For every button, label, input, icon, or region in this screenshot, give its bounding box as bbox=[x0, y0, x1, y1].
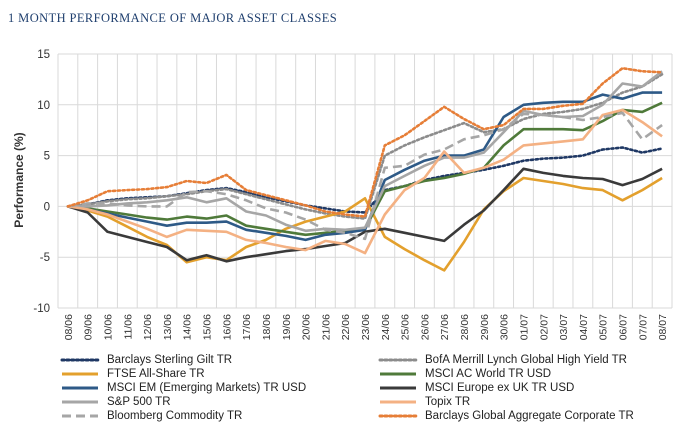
series-line bbox=[66, 66, 664, 218]
legend-item: Barclays Sterling Gilt TR bbox=[60, 353, 232, 367]
x-tick-label: 03/07 bbox=[558, 314, 570, 340]
legend-item: BofA Merrill Lynch Global High Yield TR bbox=[378, 353, 627, 367]
legend-swatch bbox=[380, 400, 416, 404]
legend-label: Bloomberg Commodity TR bbox=[107, 410, 243, 422]
y-tick-label: 5 bbox=[44, 151, 50, 163]
legend-label: S&P 500 TR bbox=[107, 396, 171, 408]
x-tick-label: 24/06 bbox=[380, 314, 392, 340]
legend-swatch bbox=[62, 386, 98, 390]
x-tick-label: 12/06 bbox=[142, 314, 154, 340]
legend-swatch bbox=[60, 358, 100, 362]
x-tick-label: 15/06 bbox=[202, 314, 214, 340]
legend-item: MSCI Europe ex UK TR USD bbox=[378, 381, 574, 395]
series-line bbox=[67, 91, 663, 242]
x-tick-label: 27/06 bbox=[439, 314, 451, 340]
legend-label: Barclays Sterling Gilt TR bbox=[107, 354, 233, 366]
x-tick-label: 06/07 bbox=[617, 314, 629, 340]
x-tick-label: 19/06 bbox=[281, 314, 293, 340]
x-tick-label: 23/06 bbox=[360, 314, 372, 340]
legend-item: Bloomberg Commodity TR bbox=[60, 409, 242, 423]
x-tick-label: 22/06 bbox=[340, 314, 352, 340]
legend-swatch bbox=[380, 372, 416, 376]
y-tick-label: -5 bbox=[40, 252, 50, 264]
x-axis: 08/06 09/06 10/06 11/06 12/06 13/06 14/06 15/06… bbox=[63, 314, 669, 340]
x-tick-label: 14/06 bbox=[182, 314, 194, 340]
legend-label: MSCI AC World TR USD bbox=[425, 368, 552, 380]
x-tick-label: 07/07 bbox=[637, 314, 649, 340]
x-tick-label: 21/06 bbox=[320, 314, 332, 340]
series-group bbox=[66, 66, 664, 272]
x-tick-label: 01/07 bbox=[518, 314, 530, 340]
x-tick-label: 05/07 bbox=[598, 314, 610, 340]
chart-title: 1 MONTH PERFORMANCE OF MAJOR ASSET CLASS… bbox=[8, 11, 338, 25]
x-tick-label: 20/06 bbox=[301, 314, 313, 340]
legend-item: Barclays Global Aggregate Corporate TR bbox=[378, 409, 634, 423]
y-axis-label: Performance (%) bbox=[12, 132, 26, 227]
x-tick-label: 10/06 bbox=[103, 314, 115, 340]
x-tick-label: 29/06 bbox=[479, 314, 491, 340]
series-line bbox=[67, 176, 663, 272]
y-tick-label: 10 bbox=[37, 100, 50, 112]
x-tick-label: 25/06 bbox=[400, 314, 412, 340]
y-tick-label: 15 bbox=[37, 49, 50, 61]
x-tick-label: 17/06 bbox=[241, 314, 253, 340]
series-line bbox=[66, 73, 664, 220]
legend-item: FTSE All-Share TR bbox=[60, 367, 205, 381]
legend-swatch bbox=[62, 414, 98, 418]
legend-swatch bbox=[378, 358, 418, 362]
x-tick-label: 11/06 bbox=[122, 314, 134, 340]
legend-label: FTSE All-Share TR bbox=[107, 368, 205, 380]
legend-item: Topix TR bbox=[378, 395, 470, 409]
x-tick-label: 26/06 bbox=[419, 314, 431, 340]
legend-swatch bbox=[380, 386, 416, 390]
series-line bbox=[67, 111, 663, 241]
gridlines bbox=[57, 53, 673, 309]
x-tick-label: 02/07 bbox=[538, 314, 550, 340]
y-axis: -10 -5 0 5 10 15 bbox=[33, 49, 50, 315]
x-tick-label: 28/06 bbox=[459, 314, 471, 340]
y-tick-label: 0 bbox=[44, 201, 50, 213]
x-tick-label: 08/06 bbox=[63, 314, 75, 340]
x-tick-label: 30/06 bbox=[499, 314, 511, 340]
x-tick-label: 13/06 bbox=[162, 314, 174, 340]
legend-swatch bbox=[62, 400, 98, 404]
series-line bbox=[67, 108, 663, 255]
legend-item: MSCI EM (Emerging Markets) TR USD bbox=[60, 381, 306, 395]
x-tick-label: 08/07 bbox=[657, 314, 669, 340]
legend-label: Barclays Global Aggregate Corporate TR bbox=[425, 410, 634, 422]
legend-item: MSCI AC World TR USD bbox=[378, 367, 551, 381]
legend-swatch bbox=[62, 372, 98, 376]
x-tick-label: 04/07 bbox=[578, 314, 590, 340]
legend-swatch bbox=[378, 414, 418, 418]
legend-item: S&P 500 TR bbox=[60, 395, 171, 409]
legend-label: MSCI Europe ex UK TR USD bbox=[425, 382, 575, 394]
series-line bbox=[67, 167, 663, 263]
x-tick-label: 16/06 bbox=[221, 314, 233, 340]
line-chart: -10 -5 0 5 10 15 08/06 09/06 10/06 11/06 12/06 13/… bbox=[12, 49, 673, 340]
x-tick-label: 09/06 bbox=[83, 314, 95, 340]
legend-label: Topix TR bbox=[425, 396, 471, 408]
legend-label: BofA Merrill Lynch Global High Yield TR bbox=[425, 354, 627, 366]
legend-label: MSCI EM (Emerging Markets) TR USD bbox=[107, 382, 307, 394]
y-tick-label: -10 bbox=[33, 303, 50, 315]
x-tick-label: 18/06 bbox=[261, 314, 273, 340]
